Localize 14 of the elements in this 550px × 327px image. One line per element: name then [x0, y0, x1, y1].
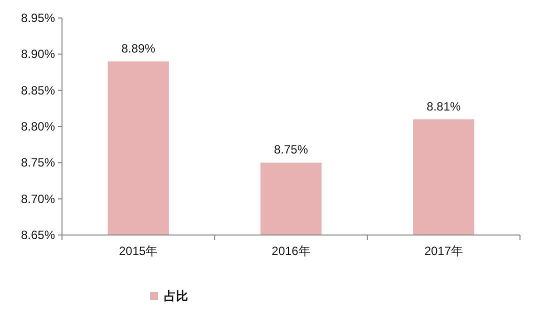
data-label: 8.81%: [426, 99, 462, 114]
x-tick-label: 2016年: [272, 244, 310, 258]
y-tick-label: 8.75%: [20, 156, 56, 170]
y-tick-label: 8.95%: [20, 11, 56, 25]
x-tick-label: 2015年: [118, 244, 158, 258]
y-tick-label: 8.90%: [20, 47, 56, 62]
y-tick-label: 8.80%: [20, 120, 56, 134]
y-tick-label: 8.85%: [20, 83, 56, 98]
y-tick-label: 8.70%: [20, 192, 56, 206]
y-tick-label: 8.65%: [20, 228, 56, 242]
x-tick-label: 2017年: [424, 244, 464, 258]
legend-label: 占比: [164, 289, 188, 303]
data-label: 8.89%: [121, 41, 156, 56]
data-label: 8.75%: [274, 142, 308, 157]
